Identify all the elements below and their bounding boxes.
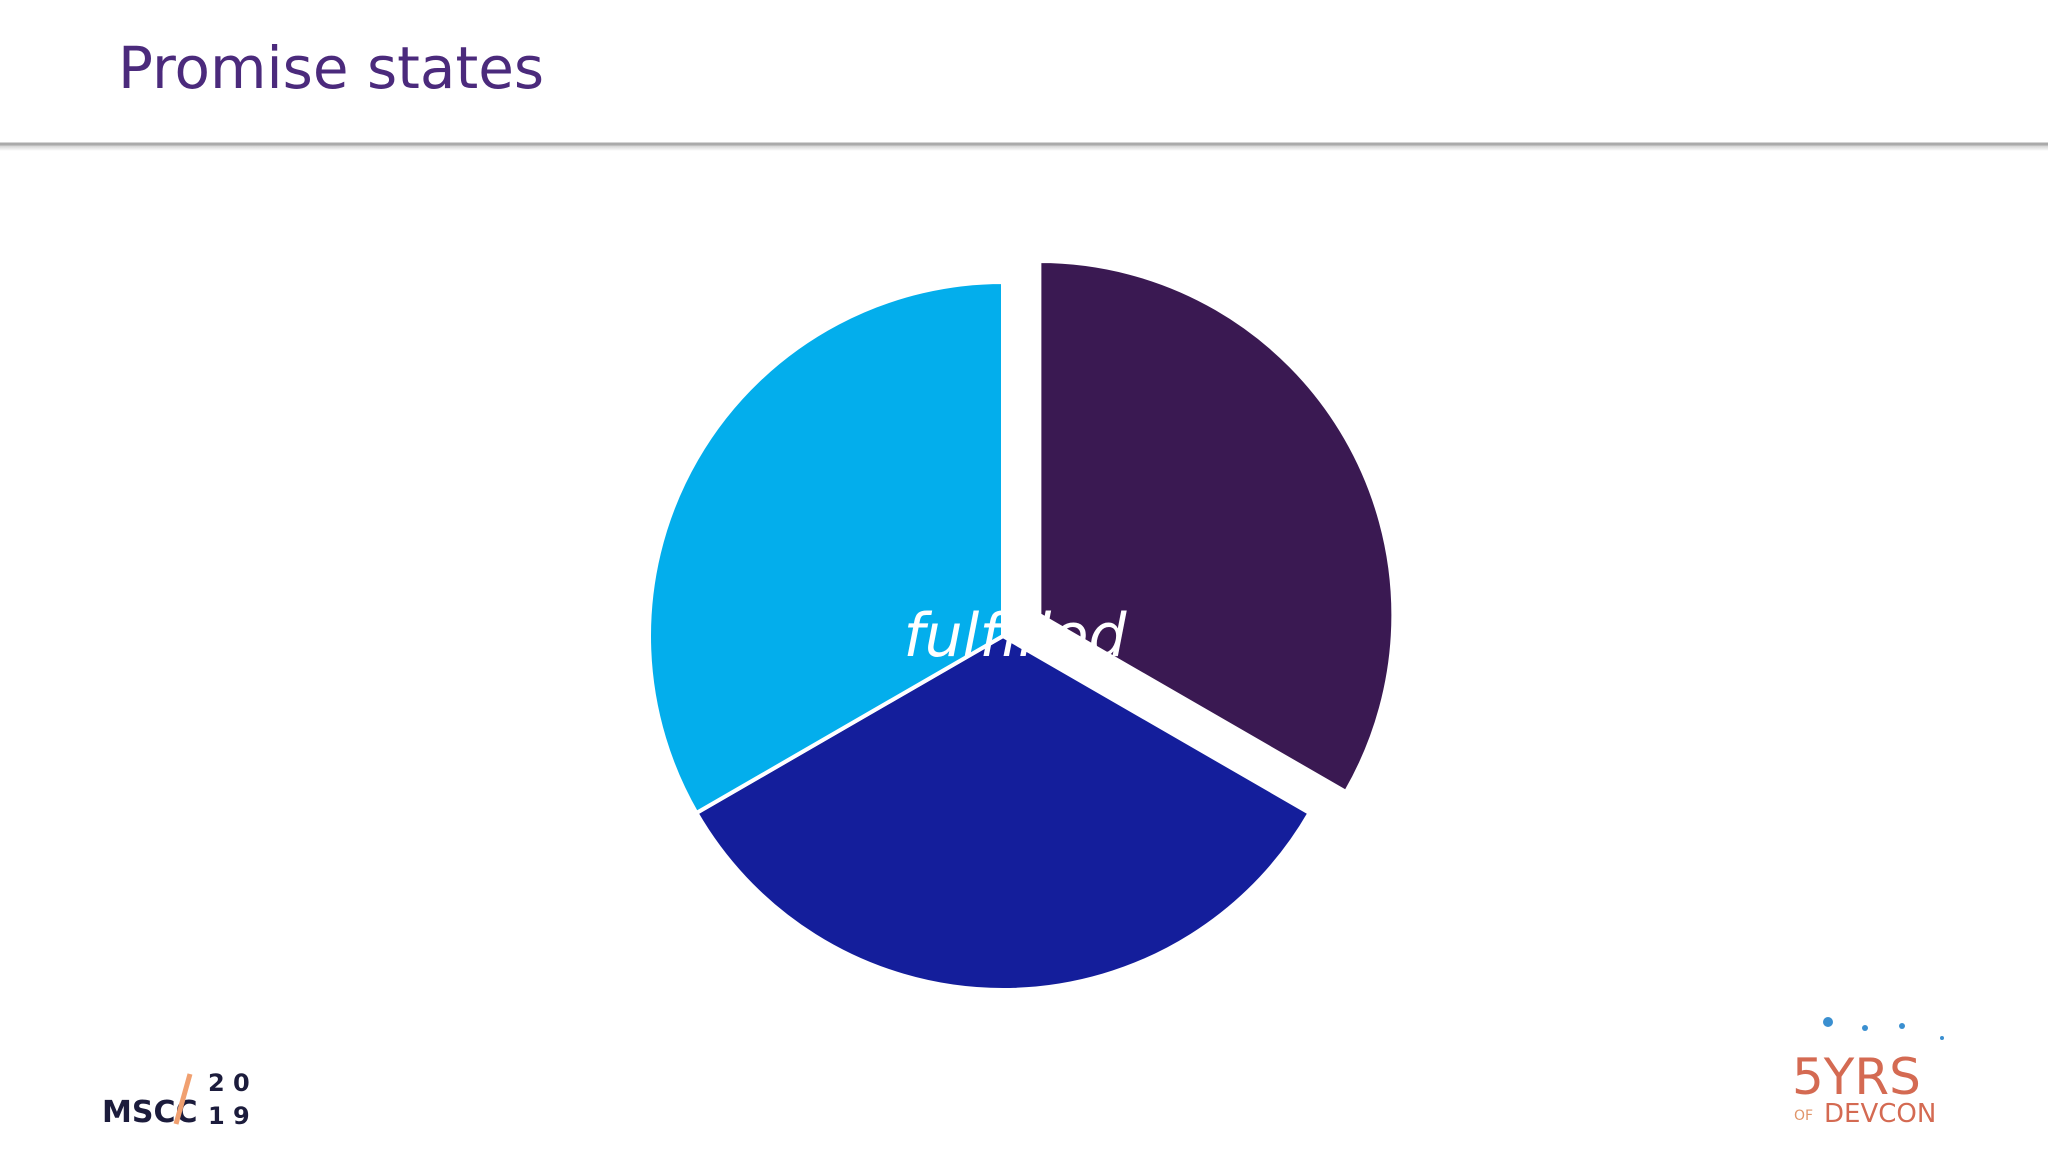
logo-text: DEVCON [1824, 1099, 1936, 1129]
slide-title: Promise states [118, 34, 544, 102]
logo-text: 1 9 [208, 1102, 250, 1130]
logo-dot [1940, 1036, 1944, 1040]
logo-dot [1899, 1023, 1905, 1029]
pie-chart: fulfilled [647, 258, 1396, 992]
slice-label: fulfilled [904, 601, 1128, 671]
logo-slash [173, 1073, 193, 1125]
right-logo: 5YRS OF DEVCON [1792, 1017, 1944, 1129]
pie-slice [647, 279, 1005, 816]
pie-slice [693, 633, 1313, 992]
logo-text: 5YRS [1792, 1048, 1921, 1106]
pie-slice [1037, 258, 1396, 795]
logo-text: 2 0 [208, 1069, 250, 1097]
logo-text: OF [1794, 1108, 1813, 1124]
header-shadow [0, 143, 2048, 151]
logo-dot [1862, 1025, 1868, 1031]
left-logo: MSCC 2 0 1 9 [102, 1069, 250, 1130]
logo-dot [1823, 1017, 1833, 1027]
